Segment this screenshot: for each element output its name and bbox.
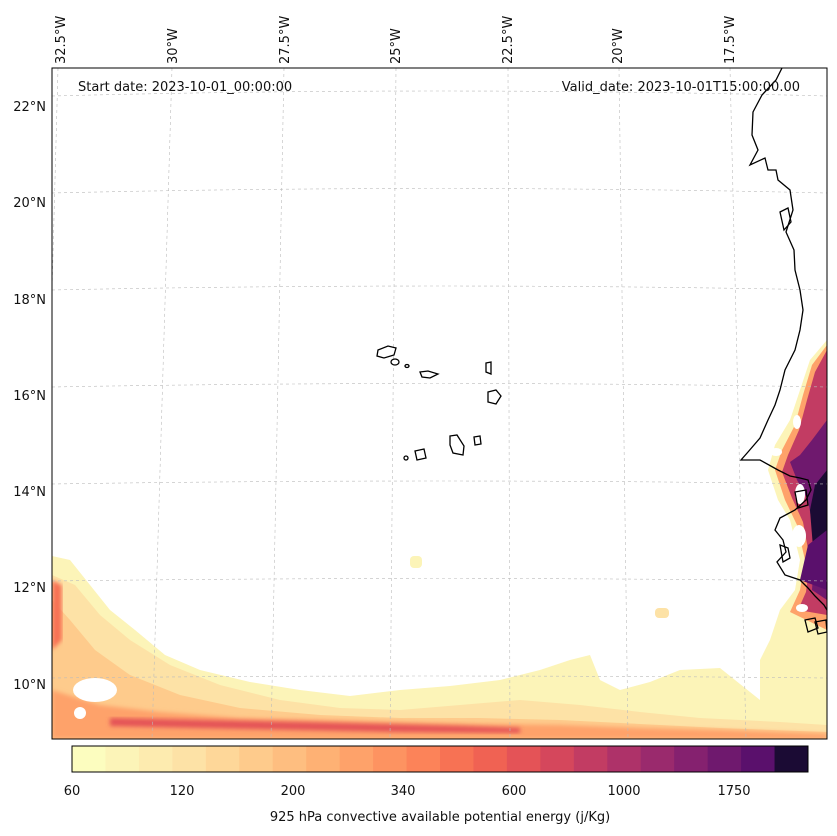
map-plot-area [52,68,827,739]
colorbar-ticks: 60 120 200 340 600 1000 1750 [64,784,751,799]
colorbar-swatch [440,746,474,772]
lon-label-25w: 25°W [389,28,404,64]
colorbar-swatch [373,746,408,772]
valid-date-label: Valid_date: 2023-10-01T15:00:00.00 [562,80,800,95]
colorbar-tick-60: 60 [64,784,81,799]
colorbar-swatch [674,746,709,772]
colorbar-swatch [473,746,508,772]
african-coastline [739,68,827,635]
colorbar-swatch [540,746,575,772]
lon-label-17.5w: 17.5°W [723,16,738,64]
colorbar-swatch [138,746,173,772]
colorbar-swatch [105,746,140,772]
lon-label-27.5w: 27.5°W [278,16,293,64]
lat-label-18n: 18°N [13,293,46,308]
colorbar-swatch [640,746,675,772]
cape-verde-islands [376,345,502,461]
colorbar-swatch [707,746,742,772]
colorbar-swatch [573,746,608,772]
colorbar-swatch [172,746,207,772]
colorbar-tick-600: 600 [502,784,527,799]
colorbar-swatch [774,746,809,772]
lat-label-20n: 20°N [13,196,46,211]
lat-label-10n: 10°N [13,678,46,693]
cape-field-south [52,556,827,739]
colorbar-swatch [306,746,341,772]
colorbar-frame [71,745,809,773]
lat-label-16n: 16°N [13,389,46,404]
colorbar-swatch [741,746,776,772]
colorbar [72,746,809,772]
latitude-labels: 22°N 20°N 18°N 16°N 14°N 12°N 10°N [13,100,46,693]
colorbar-swatch [239,746,274,772]
lon-label-22.5w: 22.5°W [501,16,516,64]
colorbar-tick-120: 120 [170,784,195,799]
colorbar-tick-1750: 1750 [717,784,750,799]
colorbar-swatch [272,746,307,772]
longitude-labels: 32.5°W 30°W 27.5°W 25°W 22.5°W 20°W 17.5… [54,16,738,64]
colorbar-label: 925 hPa convective available potential e… [270,810,610,825]
start-date-label: Start date: 2023-10-01_00:00:00 [78,80,292,95]
colorbar-swatch [506,746,541,772]
lon-label-32.5w: 32.5°W [54,16,69,64]
colorbar-tick-340: 340 [391,784,416,799]
colorbar-tick-1000: 1000 [607,784,640,799]
lat-label-14n: 14°N [13,485,46,500]
colorbar-swatch [607,746,642,772]
colorbar-swatch [205,746,240,772]
colorbar-swatch [339,746,374,772]
lon-label-30w: 30°W [166,28,181,64]
lat-label-22n: 22°N [13,100,46,115]
cape-field-east [760,340,827,700]
colorbar-swatch [72,746,106,772]
colorbar-tick-200: 200 [281,784,306,799]
lon-label-20w: 20°W [611,28,626,64]
colorbar-swatch [406,746,441,772]
lat-label-12n: 12°N [13,581,46,596]
graticule [52,68,827,739]
